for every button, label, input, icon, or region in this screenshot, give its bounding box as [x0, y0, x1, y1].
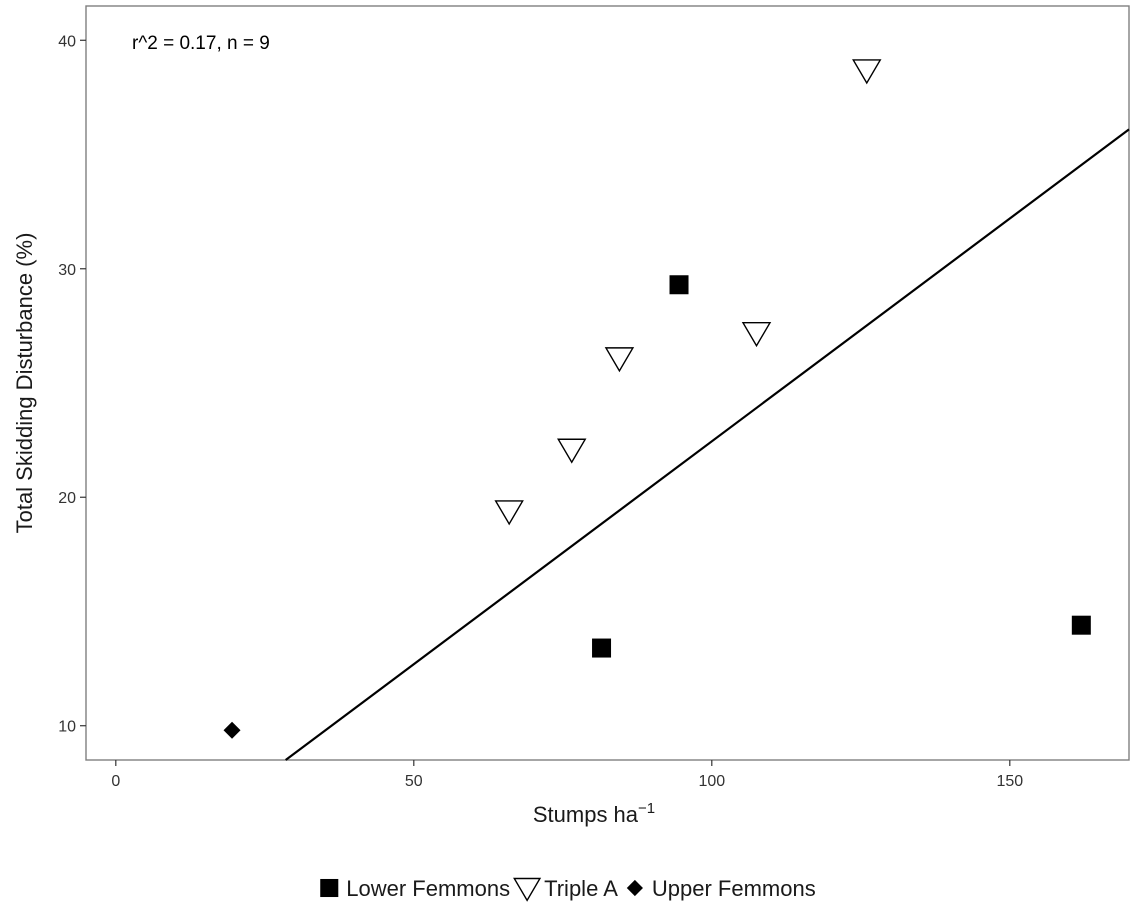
legend-label: Upper Femmons [652, 876, 816, 901]
legend-key [320, 878, 339, 898]
legend-symbol [626, 879, 643, 897]
plot-panel [85, 5, 1130, 761]
data-point [494, 500, 524, 526]
x-tick-label: 150 [996, 773, 1023, 790]
y-tick-label: 40 [58, 33, 76, 50]
x-axis-title-text: Stumps ha [533, 802, 639, 827]
y-tick-label: 10 [58, 719, 76, 736]
y-tick-label: 30 [58, 262, 76, 279]
legend-label: Triple A [544, 876, 618, 901]
x-tick-label: 50 [405, 773, 423, 790]
data-point [669, 275, 689, 295]
y-axis: 10 20 30 40 [58, 33, 86, 736]
data-point [592, 638, 612, 658]
data-point [604, 347, 635, 373]
data-point [741, 322, 772, 348]
data-point [223, 721, 241, 739]
legend-label: Lower Femmons [346, 876, 510, 901]
x-axis: 0 50 100 150 [111, 760, 1023, 790]
legend-symbol [320, 878, 339, 898]
legend: Lower Femmons Triple A Upper Femmons [320, 876, 816, 902]
x-axis-title: Stumps ha−1 [533, 800, 655, 827]
data-point [1071, 615, 1091, 635]
data-point [852, 59, 882, 85]
legend-symbol [513, 877, 542, 902]
x-axis-title-superscript: −1 [638, 800, 655, 817]
y-tick-label: 20 [58, 490, 76, 507]
data-points [223, 59, 1091, 739]
legend-key [626, 879, 643, 897]
legend-key [513, 877, 542, 902]
x-tick-label: 0 [111, 773, 120, 790]
x-tick-label: 100 [698, 773, 725, 790]
y-axis-title: Total Skidding Disturbance (%) [12, 233, 37, 534]
data-point [557, 438, 587, 464]
regression-line [285, 128, 1130, 761]
fit-annotation: r^2 = 0.17, n = 9 [132, 33, 270, 54]
